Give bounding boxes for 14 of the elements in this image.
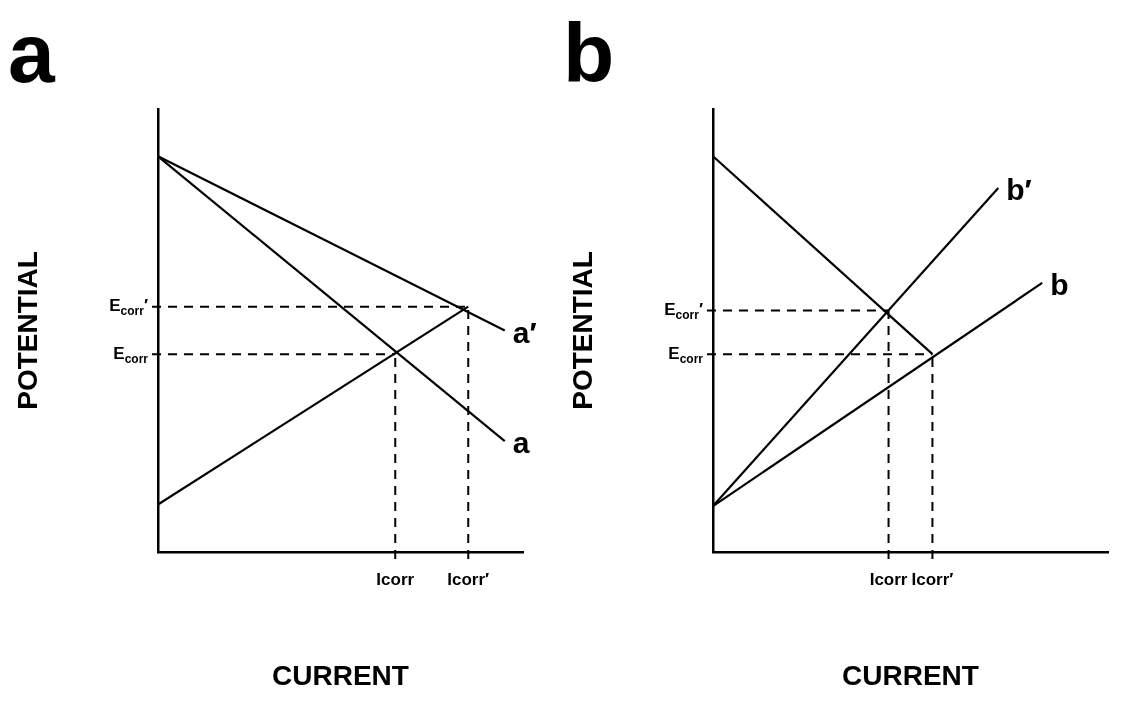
x-axis-title: CURRENT [842, 659, 979, 691]
chart-title: a [8, 5, 56, 100]
y-axis-title: POTENTIAL [566, 251, 598, 410]
series-label: b [1050, 268, 1069, 302]
x-tick-label: Icorr′ [911, 569, 954, 589]
x-tick-label: Icorr [376, 569, 415, 589]
series-label: b′ [1006, 173, 1032, 207]
chart-title: b [563, 5, 615, 100]
x-axis-title: CURRENT [272, 659, 409, 691]
series-label: a′ [512, 315, 537, 349]
x-tick-label: Icorr [869, 569, 908, 589]
series-label: a [512, 426, 530, 460]
y-axis-title: POTENTIAL [11, 251, 43, 410]
x-tick-label: Icorr′ [447, 569, 490, 589]
